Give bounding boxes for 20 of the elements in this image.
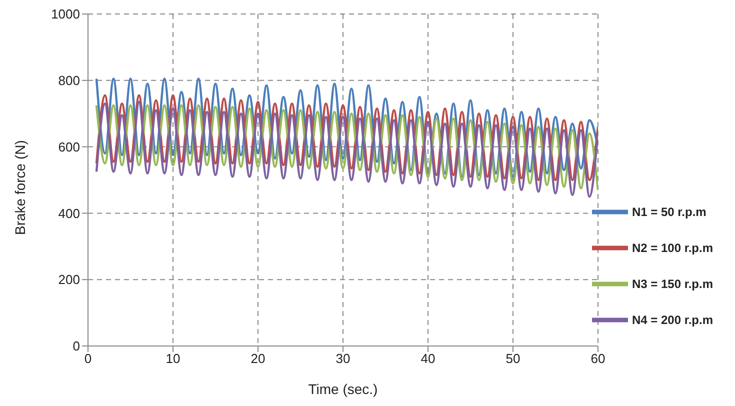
x-tick-label: 20: [250, 351, 266, 366]
x-tick-label: 40: [420, 351, 436, 366]
y-axis-title: Brake force (N): [12, 140, 28, 235]
legend-label: N4 = 200 r.p.m: [632, 313, 713, 328]
y-tick-label: 800: [58, 73, 80, 88]
y-tick-label: 1000: [51, 6, 80, 22]
legend-label: N1 = 50 r.p.m: [632, 205, 706, 220]
y-tick-label: 400: [58, 206, 80, 221]
y-tick-label: 600: [58, 139, 80, 154]
y-tick-label: 200: [58, 272, 80, 288]
x-tick-label: 60: [590, 351, 606, 366]
x-axis-title: Time (sec.): [308, 381, 378, 397]
x-tick-label: 10: [166, 351, 180, 366]
x-tick-label: 50: [506, 351, 520, 366]
legend-label: N3 = 150 r.p.m: [632, 277, 713, 292]
y-tick-label: 0: [72, 338, 80, 354]
legend-label: N2 = 100 r.p.m: [632, 241, 713, 256]
line-series: [95, 94, 598, 182]
x-tick-label: 30: [336, 351, 350, 366]
x-tick-label: 0: [84, 351, 92, 366]
